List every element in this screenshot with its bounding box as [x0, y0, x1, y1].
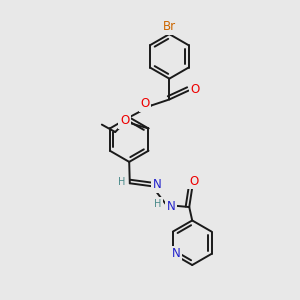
Text: O: O — [140, 98, 150, 110]
Text: O: O — [120, 114, 129, 127]
Text: N: N — [153, 178, 162, 191]
Text: Br: Br — [163, 20, 176, 33]
Text: H: H — [154, 199, 162, 209]
Text: N: N — [167, 200, 176, 213]
Text: O: O — [190, 82, 200, 96]
Text: N: N — [172, 248, 180, 260]
Text: O: O — [189, 175, 198, 188]
Text: H: H — [118, 177, 125, 187]
